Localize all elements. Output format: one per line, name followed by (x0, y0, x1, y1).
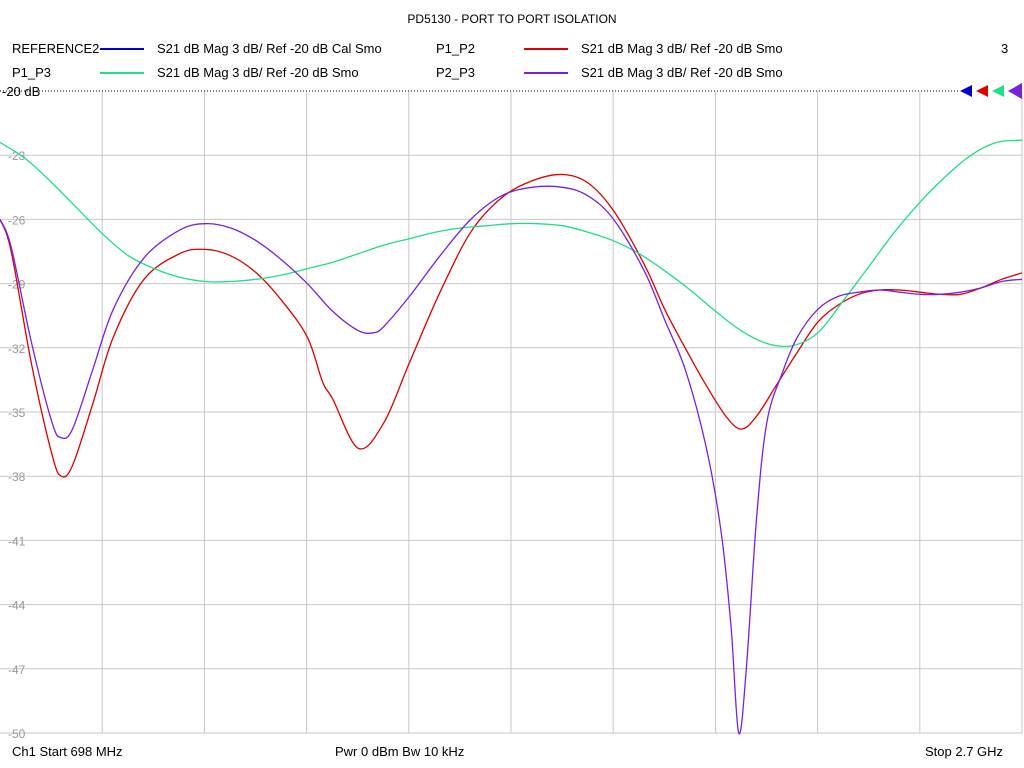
legend-desc-p1-p3: S21 dB Mag 3 dB/ Ref -20 dB Smo (157, 65, 359, 80)
legend-desc-p1-p2: S21 dB Mag 3 dB/ Ref -20 dB Smo (581, 41, 783, 56)
y-tick-label: -26 (8, 213, 26, 227)
y-tick-label: -50 (8, 727, 26, 741)
legend-desc-p2-p3: S21 dB Mag 3 dB/ Ref -20 dB Smo (581, 65, 783, 80)
ref-markers (960, 83, 1022, 99)
legend-line-p2-p3 (524, 72, 568, 74)
legend-line-reference2 (100, 48, 144, 50)
y-tick-label: -23 (8, 149, 26, 163)
y-tick-label: -44 (8, 599, 26, 613)
y-tick-label: -41 (8, 534, 26, 548)
corner-value: 3 (1001, 41, 1009, 56)
series-line-p1-p2 (0, 173, 1023, 478)
legend-trace-p1-p3: P1_P3 (12, 65, 52, 80)
series-lines (0, 139, 1023, 735)
footer-start: Ch1 Start 698 MHz (12, 744, 123, 759)
legend-line-p1-p2 (524, 48, 568, 50)
ref-marker-p2-p3 (1008, 83, 1022, 99)
y-tick-label: -38 (8, 470, 26, 484)
y-tick-label: -32 (8, 342, 26, 356)
ref-marker-p1-p2 (976, 85, 988, 97)
y-tick-label: -47 (8, 663, 26, 677)
series-line-p2-p3 (0, 185, 1023, 735)
series-line-p1-p3 (0, 139, 1023, 348)
ref-marker-p1-p3 (992, 85, 1004, 97)
y-tick-label: -35 (8, 406, 26, 420)
legend-trace-reference2: REFERENCE2 (12, 41, 100, 56)
y-tick-labels: -23-26-29-32-35-38-41-44-47-50 (8, 149, 26, 741)
footer-stop: Stop 2.7 GHz (925, 744, 1004, 759)
grid (0, 90, 1023, 734)
chart-title: PD5130 - PORT TO PORT ISOLATION (407, 12, 617, 26)
footer-power: Pwr 0 dBm Bw 10 kHz (335, 744, 465, 759)
legend-line-p1-p3 (100, 72, 144, 74)
legend-trace-p1-p2: P1_P2 (436, 41, 476, 56)
ref-level-label: -20 dB (2, 84, 40, 99)
legend-trace-p2-p3: P2_P3 (436, 65, 476, 80)
legend-desc-reference2: S21 dB Mag 3 dB/ Ref -20 dB Cal Smo (157, 41, 382, 56)
ref-marker-reference2 (960, 85, 972, 97)
